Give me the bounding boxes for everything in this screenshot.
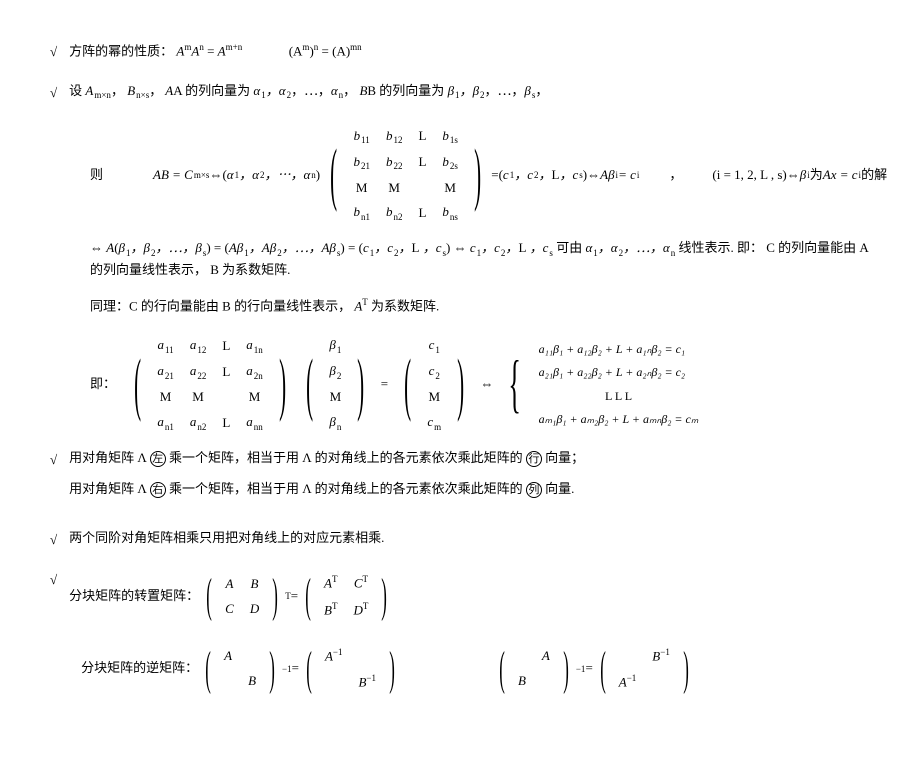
item2-line3: ⇔ A(β1，β2，⋯，βs) = (Aβ1，Aβ2，⋯，Aβs) = (c1，… [90, 238, 870, 281]
bullet-check: √ [50, 530, 57, 551]
matrix-a: ( a11a12La1n a21a22La2n MMM an1an2Lann ) [126, 333, 294, 436]
bullet-item-1: √ 方阵的幂的性质： AmAn = Am+n (Am)n = (A)mn [50, 40, 870, 63]
vec-c: ( c1c2Mcm ) [396, 333, 472, 436]
bullet-check: √ [50, 83, 57, 104]
item2-line4: 同理：C 的行向量能由 B 的行向量线性表示， AT 为系数矩阵. [90, 295, 870, 317]
vec-beta: ( β1β2Mβn ) [298, 333, 373, 436]
circled-col: 列 [526, 482, 542, 498]
item2-content: 设 Am×n， Bn×s， AA 的列向量为 α1，α2，⋯，αn， BB 的列… [69, 81, 870, 103]
item2-line2: 则 AB = Cm×s ⇔ (α1，α2，⋯，αn) ( b11b12Lb1s … [90, 122, 870, 229]
bullet-item-4: √ 两个同阶对角矩阵相乘只用把对角线上的对应元素相乘. [50, 528, 870, 551]
bullet-check: √ [50, 42, 57, 63]
bullet-check: √ [50, 570, 57, 591]
bullet-item-5: √ 分块矩阵的转置矩阵： ( ABCD ) T = ( ATCTBTDT ) 分… [50, 568, 870, 707]
item1-content: 方阵的幂的性质： AmAn = Am+n (Am)n = (A)mn [69, 40, 870, 62]
circled-right: 右 [150, 482, 166, 498]
item4-content: 两个同阶对角矩阵相乘只用把对角线上的对应元素相乘. [69, 528, 870, 549]
item3-content: 用对角矩阵 Λ 左 乘一个矩阵，相当于用 Λ 的对角线上的各元素依次乘此矩阵的 … [69, 448, 870, 510]
item5-content: 分块矩阵的转置矩阵： ( ABCD ) T = ( ATCTBTDT ) 分块矩… [69, 568, 870, 707]
circled-left: 左 [150, 451, 166, 467]
item2-line5: 即： ( a11a12La1n a21a22La2n MMM an1an2Lan… [90, 331, 870, 438]
bullet-check: √ [50, 450, 57, 471]
bullet-item-3: √ 用对角矩阵 Λ 左 乘一个矩阵，相当于用 Λ 的对角线上的各元素依次乘此矩阵… [50, 448, 870, 510]
bullet-item-2: √ 设 Am×n， Bn×s， AA 的列向量为 α1，α2，⋯，αn， BB … [50, 81, 870, 104]
circled-row: 行 [526, 451, 542, 467]
matrix-b: ( b11b12Lb1s b21b22Lb2s MMM bn1bn2Lbns ) [322, 124, 489, 227]
